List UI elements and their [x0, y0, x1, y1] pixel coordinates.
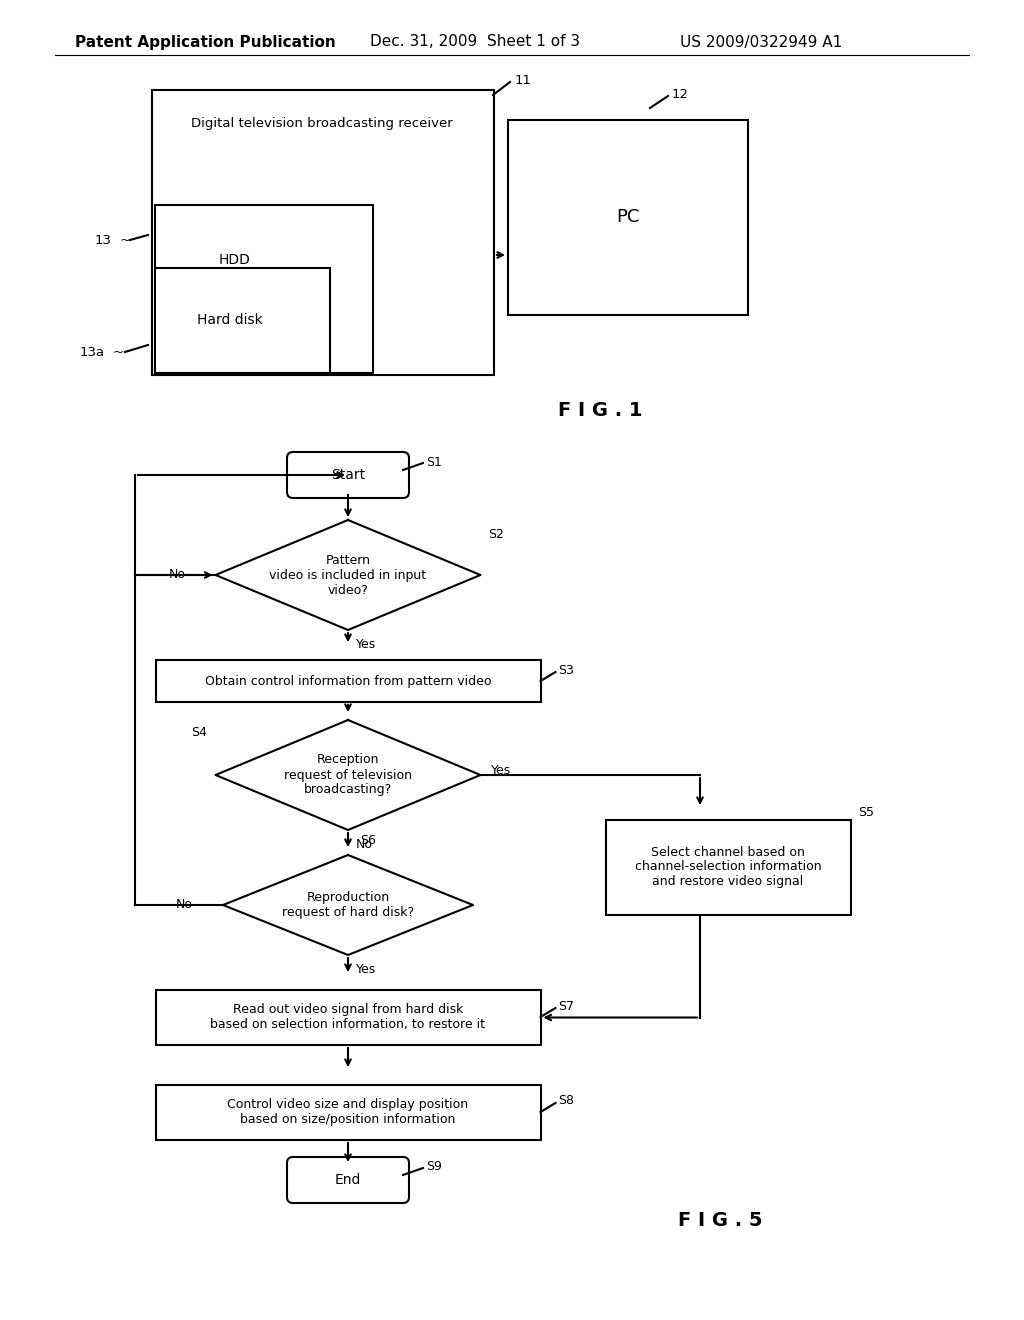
Text: S8: S8 [558, 1094, 574, 1107]
Text: S4: S4 [191, 726, 208, 738]
Text: Yes: Yes [356, 964, 376, 975]
Text: ~: ~ [120, 234, 131, 247]
Bar [155, 268, 330, 374]
Text: No: No [356, 838, 373, 851]
Text: Select channel based on
channel-selection information
and restore video signal: Select channel based on channel-selectio… [635, 846, 821, 888]
Text: 13a: 13a [80, 346, 105, 359]
Text: S1: S1 [426, 455, 442, 469]
Text: Read out video signal from hard disk
based on selection information, to restore : Read out video signal from hard disk bas… [211, 1003, 485, 1031]
Text: Patent Application Publication: Patent Application Publication [75, 34, 336, 49]
Text: S2: S2 [488, 528, 505, 541]
Text: Reproduction
request of hard disk?: Reproduction request of hard disk? [282, 891, 414, 919]
Text: PC: PC [616, 209, 640, 226]
Text: S6: S6 [360, 834, 376, 847]
Text: No: No [176, 899, 193, 912]
Text: ~: ~ [113, 346, 124, 359]
Text: 11: 11 [515, 74, 532, 87]
Text: Reception
request of television
broadcasting?: Reception request of television broadcas… [284, 754, 412, 796]
Text: Control video size and display position
based on size/position information: Control video size and display position … [227, 1098, 469, 1126]
Text: End: End [335, 1173, 361, 1187]
Bar [508, 120, 748, 315]
Bar [155, 205, 373, 374]
FancyBboxPatch shape [287, 451, 409, 498]
Text: S7: S7 [558, 999, 574, 1012]
Text: S9: S9 [426, 1160, 442, 1173]
Bar [156, 660, 541, 702]
Text: HDD: HDD [219, 253, 251, 267]
Text: F I G . 1: F I G . 1 [558, 400, 642, 420]
Bar [156, 990, 541, 1045]
Text: Start: Start [331, 469, 366, 482]
Bar [156, 1085, 541, 1140]
Text: Digital television broadcasting receiver: Digital television broadcasting receiver [191, 116, 453, 129]
Text: F I G . 5: F I G . 5 [678, 1210, 762, 1229]
Text: No: No [169, 569, 185, 582]
Bar [152, 90, 494, 375]
Text: Dec. 31, 2009  Sheet 1 of 3: Dec. 31, 2009 Sheet 1 of 3 [370, 34, 581, 49]
Text: Obtain control information from pattern video: Obtain control information from pattern … [205, 675, 492, 688]
Text: 13: 13 [95, 234, 112, 247]
Text: Yes: Yes [356, 638, 376, 651]
Text: US 2009/0322949 A1: US 2009/0322949 A1 [680, 34, 843, 49]
Bar [605, 820, 851, 915]
Text: Yes: Yes [490, 763, 511, 776]
Text: S5: S5 [858, 805, 874, 818]
Text: 12: 12 [672, 87, 689, 100]
Text: S3: S3 [558, 664, 574, 676]
Text: Pattern
video is included in input
video?: Pattern video is included in input video… [269, 553, 427, 597]
Text: Hard disk: Hard disk [198, 313, 263, 327]
FancyBboxPatch shape [287, 1158, 409, 1203]
